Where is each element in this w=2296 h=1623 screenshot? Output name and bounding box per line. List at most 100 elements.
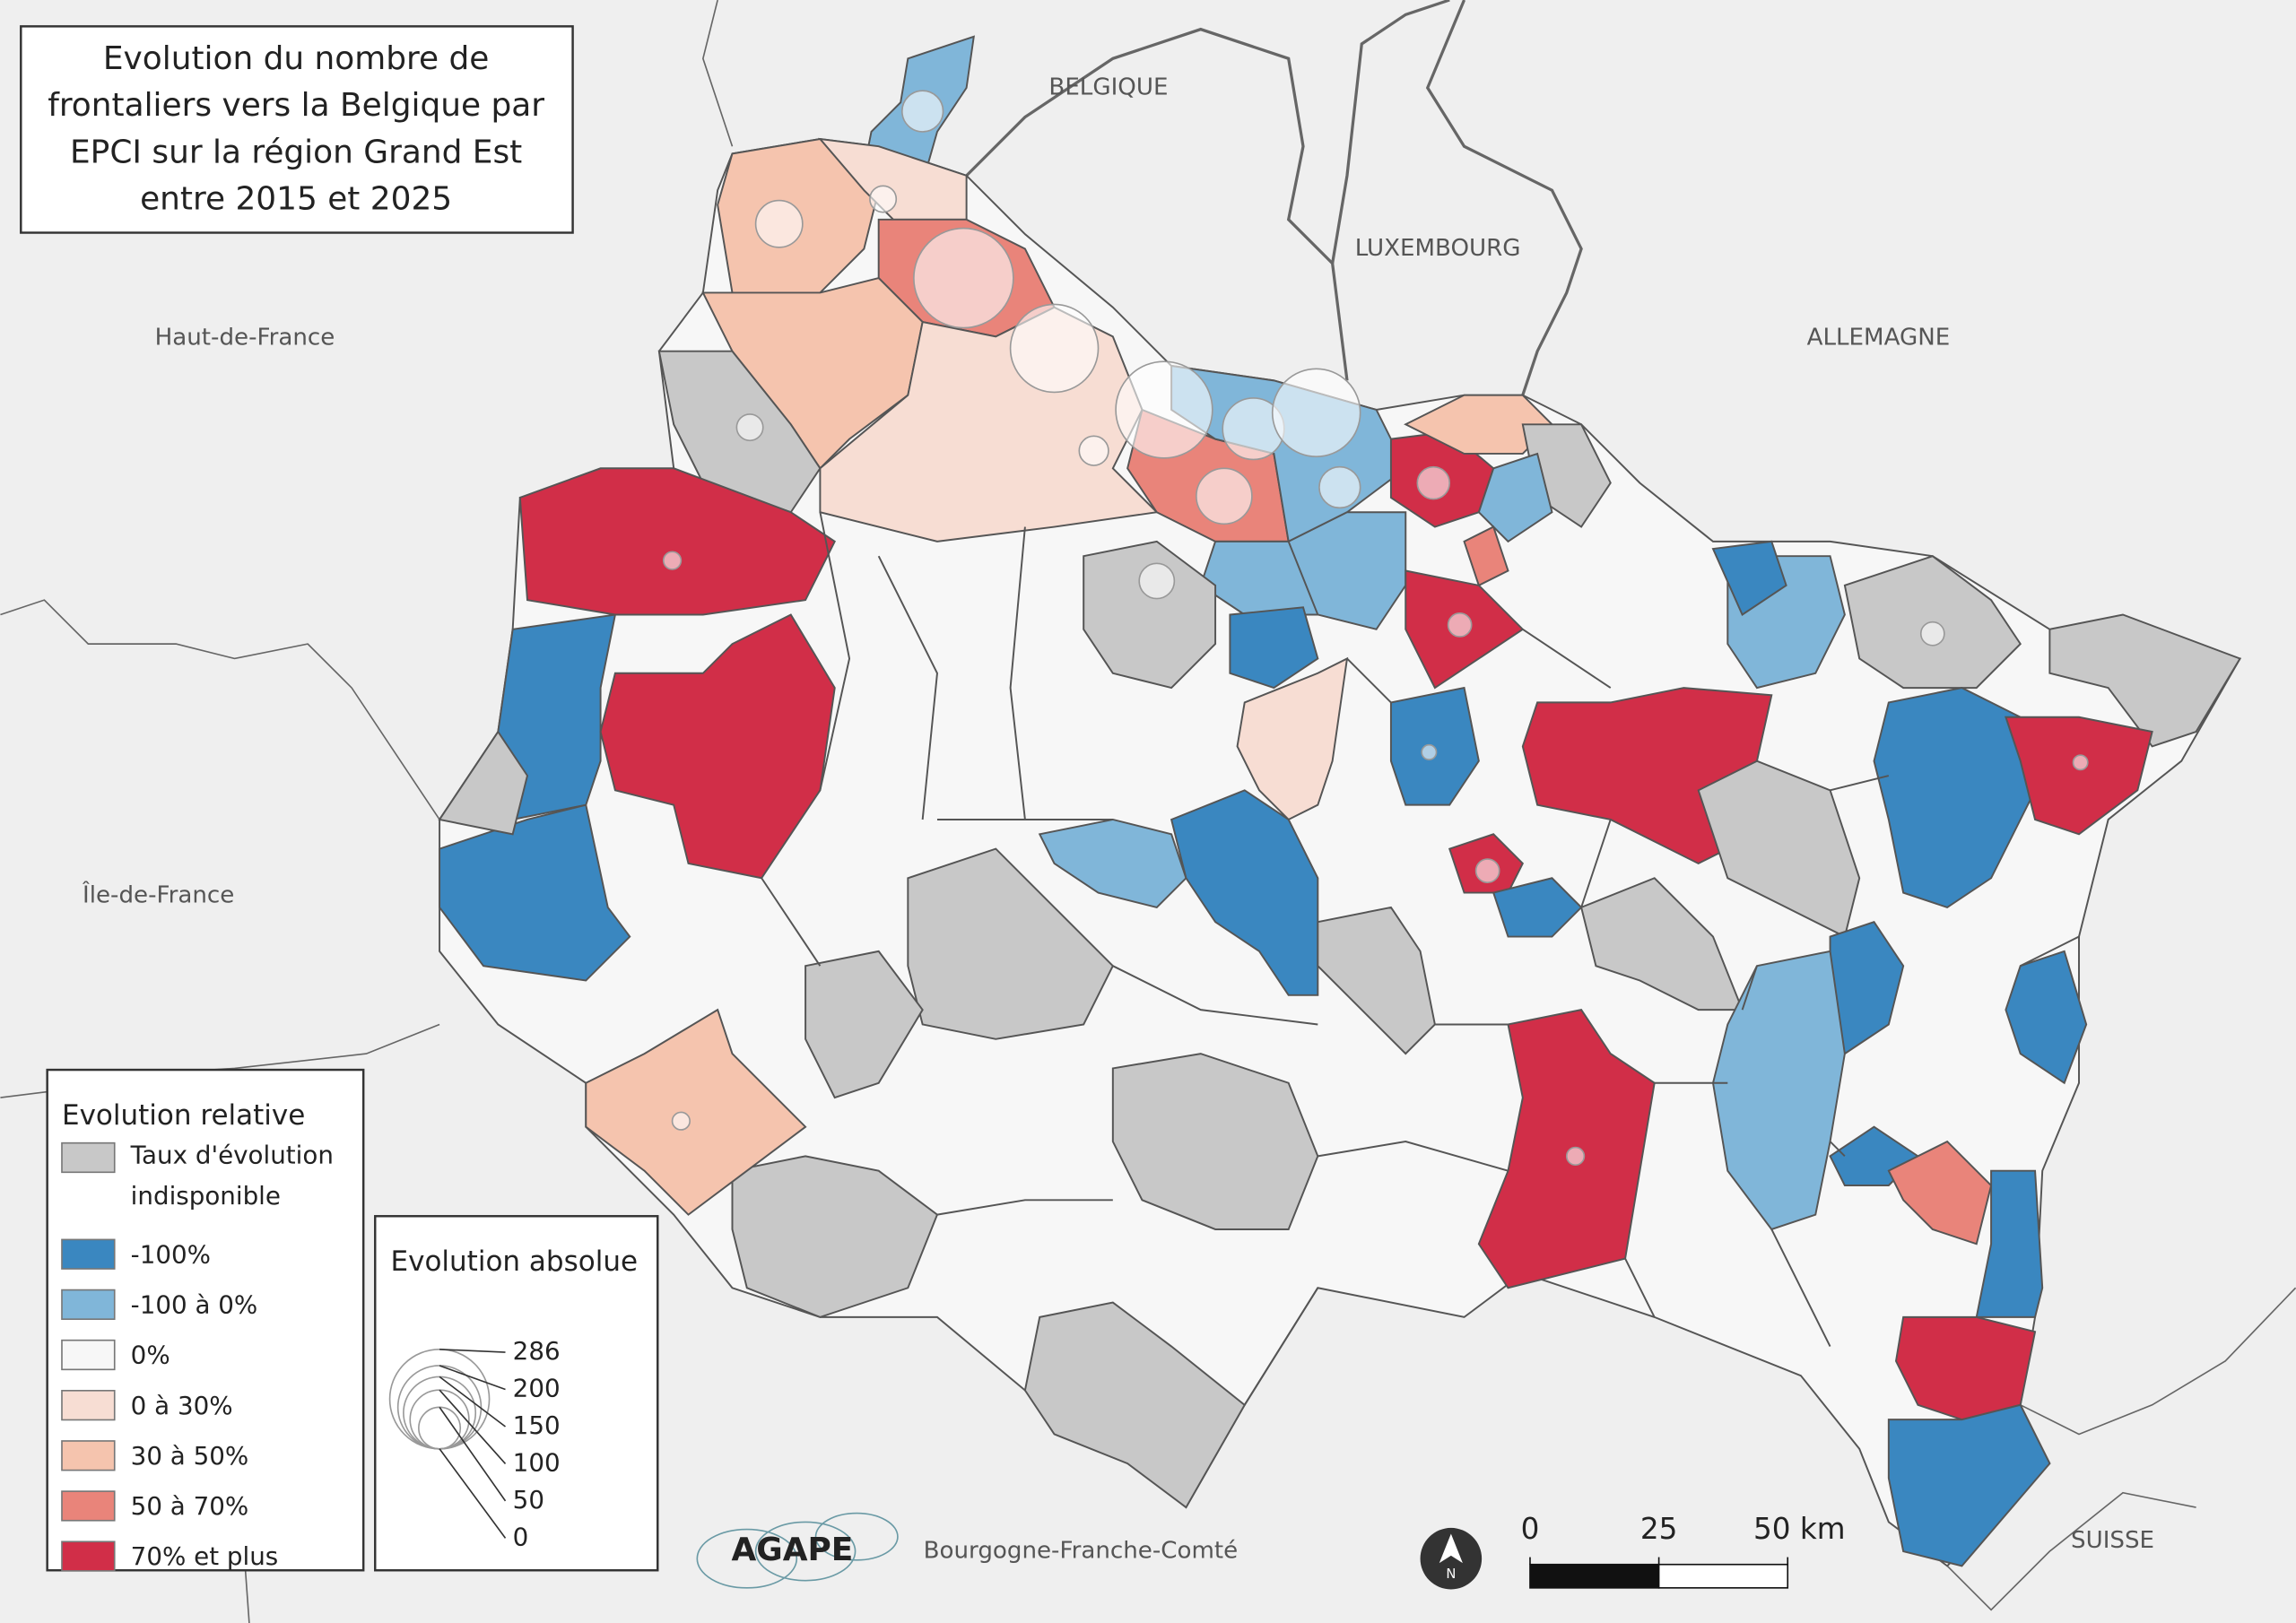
- north-label: N: [1446, 1567, 1456, 1582]
- logo-text: AGAPE: [731, 1532, 853, 1568]
- title-line: EPCI sur la région Grand Est: [70, 134, 522, 170]
- legend-swatch: [61, 1490, 116, 1522]
- symbol: [1271, 368, 1361, 458]
- logo-ring: [754, 1521, 857, 1582]
- size-label: 50: [513, 1485, 544, 1515]
- symbol: [1138, 562, 1176, 600]
- symbol: [1078, 435, 1109, 466]
- place-label: LUXEMBOURG: [1355, 235, 1521, 262]
- symbol: [1474, 858, 1500, 883]
- border: [1331, 0, 1450, 265]
- leader-line: [439, 1448, 507, 1539]
- leader-line: [439, 1376, 507, 1428]
- symbol: [900, 90, 944, 133]
- border: [2020, 1287, 2296, 1436]
- leader-line: [439, 1365, 506, 1391]
- epci: [599, 613, 836, 880]
- epci: [1711, 540, 1787, 616]
- epci: [1229, 606, 1319, 690]
- epci: [585, 1008, 807, 1216]
- scale-bar: 0 25 50 km: [1521, 1512, 1846, 1589]
- title-line: entre 2015 et 2025: [140, 181, 452, 218]
- epci: [439, 803, 631, 982]
- epci: [1023, 1301, 1246, 1509]
- legend-title: Evolution relative: [62, 1099, 305, 1132]
- place-label: Haut-de-France: [155, 325, 335, 352]
- epci: [1170, 789, 1319, 996]
- leader-line: [439, 1406, 507, 1502]
- symbol: [869, 185, 898, 213]
- border: [1946, 1491, 2196, 1611]
- size-legend: 286 200 150 100 50 0: [388, 1336, 561, 1551]
- border: [0, 599, 440, 820]
- place-labels: BELGIQUE LUXEMBOURG ALLEMAGNE Haut-de-Franc…: [82, 74, 2154, 1564]
- symbol: [2072, 754, 2089, 771]
- legend-swatch: [61, 1339, 116, 1371]
- epci: [1463, 525, 1509, 587]
- legend-label: 50 à 70%: [131, 1491, 249, 1521]
- border: [1425, 0, 1583, 396]
- legend-label: 0 à 30%: [131, 1391, 233, 1420]
- legend-title: Evolution absolue: [391, 1245, 639, 1278]
- epci: [1236, 656, 1349, 821]
- epci: [1887, 1403, 2051, 1567]
- title-line: frontaliers vers la Belgique par: [48, 87, 544, 124]
- epci: [518, 467, 836, 616]
- size-label: 0: [513, 1522, 529, 1551]
- symbol: [1919, 621, 1945, 647]
- epci: [1873, 687, 2037, 908]
- scale-segment: [1657, 1563, 1789, 1589]
- title-box: [20, 25, 574, 234]
- place-label: BELGIQUE: [1048, 74, 1168, 100]
- epci: [438, 730, 529, 836]
- legend-swatch: [61, 1390, 116, 1421]
- legend-swatch: [61, 1141, 116, 1174]
- legend-label: 70% et plus: [131, 1541, 279, 1571]
- epci: [2048, 613, 2241, 748]
- border: [965, 27, 1349, 381]
- epci: [1477, 452, 1553, 543]
- epci-boundary: [761, 512, 2080, 1406]
- epci: [731, 1155, 939, 1318]
- border: [701, 0, 734, 147]
- epci: [1711, 950, 1846, 1231]
- size-label: 200: [513, 1374, 561, 1403]
- logo: AGAPE: [696, 1512, 899, 1589]
- title-line: Evolution du nombre de: [103, 40, 489, 77]
- scale-segment: [1529, 1563, 1660, 1589]
- symbol: [1565, 1146, 1586, 1166]
- legend-label: -100%: [131, 1239, 211, 1269]
- symbol: [1416, 465, 1451, 500]
- title: Evolution du nombre de frontaliers vers l…: [48, 40, 544, 218]
- leader-line: [439, 1389, 507, 1464]
- scale-label: 0: [1521, 1512, 1540, 1546]
- epci: [1894, 1315, 2037, 1421]
- epci: [1389, 686, 1480, 806]
- north-arrow-head: [1439, 1533, 1463, 1564]
- leader-line: [439, 1348, 506, 1353]
- logo-ring: [814, 1512, 899, 1561]
- legend-label: 30 à 50%: [131, 1441, 249, 1471]
- scale-label: 50 km: [1753, 1512, 1846, 1546]
- epci: [1083, 540, 1217, 690]
- epci: [1492, 877, 1583, 938]
- legend-box: [374, 1215, 659, 1572]
- epci: [1975, 1169, 2044, 1318]
- place-label: ALLEMAGNE: [1807, 325, 1951, 352]
- legend-label: indisponible: [131, 1181, 281, 1211]
- epci: [907, 847, 1115, 1040]
- legend-label: -100 à 0%: [131, 1289, 258, 1319]
- size-label: 100: [513, 1447, 561, 1477]
- epci: [1038, 818, 1187, 908]
- symbol: [1447, 612, 1473, 638]
- legend-swatch: [61, 1238, 116, 1270]
- symbol: [1115, 360, 1213, 459]
- logo-ring: [696, 1528, 798, 1589]
- symbol: [1421, 743, 1438, 760]
- symbol: [735, 413, 764, 442]
- epci: [2005, 950, 2088, 1085]
- symbol: [913, 227, 1014, 329]
- epci: [1887, 1140, 1993, 1245]
- north-arrow: [1420, 1527, 1483, 1590]
